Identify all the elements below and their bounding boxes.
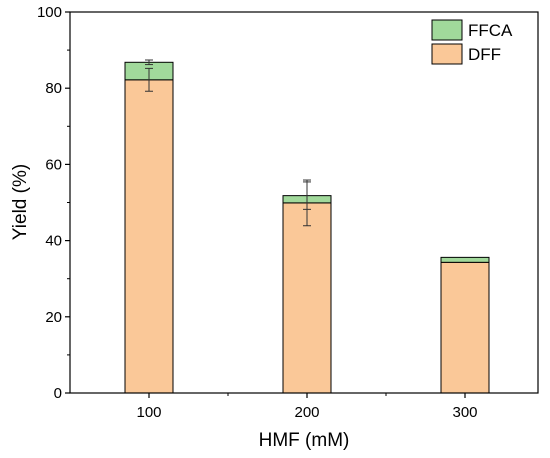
- error-bars-layer: [145, 59, 311, 227]
- y-axis-title: Yield (%): [10, 164, 31, 240]
- y-tick-label-20: 20: [45, 309, 62, 326]
- error-bar-dff-100: [145, 67, 153, 92]
- y-tick-label-100: 100: [37, 4, 62, 21]
- bar-ffca-300: [440, 256, 490, 263]
- legend-item-dff: DFF: [431, 43, 501, 65]
- bar-dff-300: [440, 261, 490, 394]
- legend-label-ffca: FFCA: [468, 21, 513, 40]
- x-axis: 100 200 300: [136, 393, 478, 421]
- legend-swatch-dff: [431, 43, 463, 65]
- y-axis: 0 20 40 60 80 100: [37, 4, 70, 402]
- y-tick-label-40: 40: [45, 233, 62, 250]
- bars-layer: [124, 61, 490, 394]
- y-tick-label-0: 0: [54, 385, 62, 402]
- bar-dff-100: [124, 79, 174, 394]
- y-tick-label-80: 80: [45, 80, 62, 97]
- bar-dff-200: [282, 202, 332, 394]
- x-tick-label-300: 300: [452, 404, 477, 421]
- legend-label-dff: DFF: [468, 45, 501, 64]
- error-bar-ffca-100: [145, 59, 153, 66]
- legend-swatch-ffca: [431, 19, 463, 41]
- x-axis-title: HMF (mM): [259, 430, 350, 451]
- legend-item-ffca: FFCA: [431, 19, 513, 41]
- x-tick-label-200: 200: [294, 404, 319, 421]
- y-tick-label-60: 60: [45, 156, 62, 173]
- legend: FFCA DFF: [431, 19, 513, 65]
- error-bar-ffca-200: [303, 181, 311, 210]
- x-tick-label-100: 100: [136, 404, 161, 421]
